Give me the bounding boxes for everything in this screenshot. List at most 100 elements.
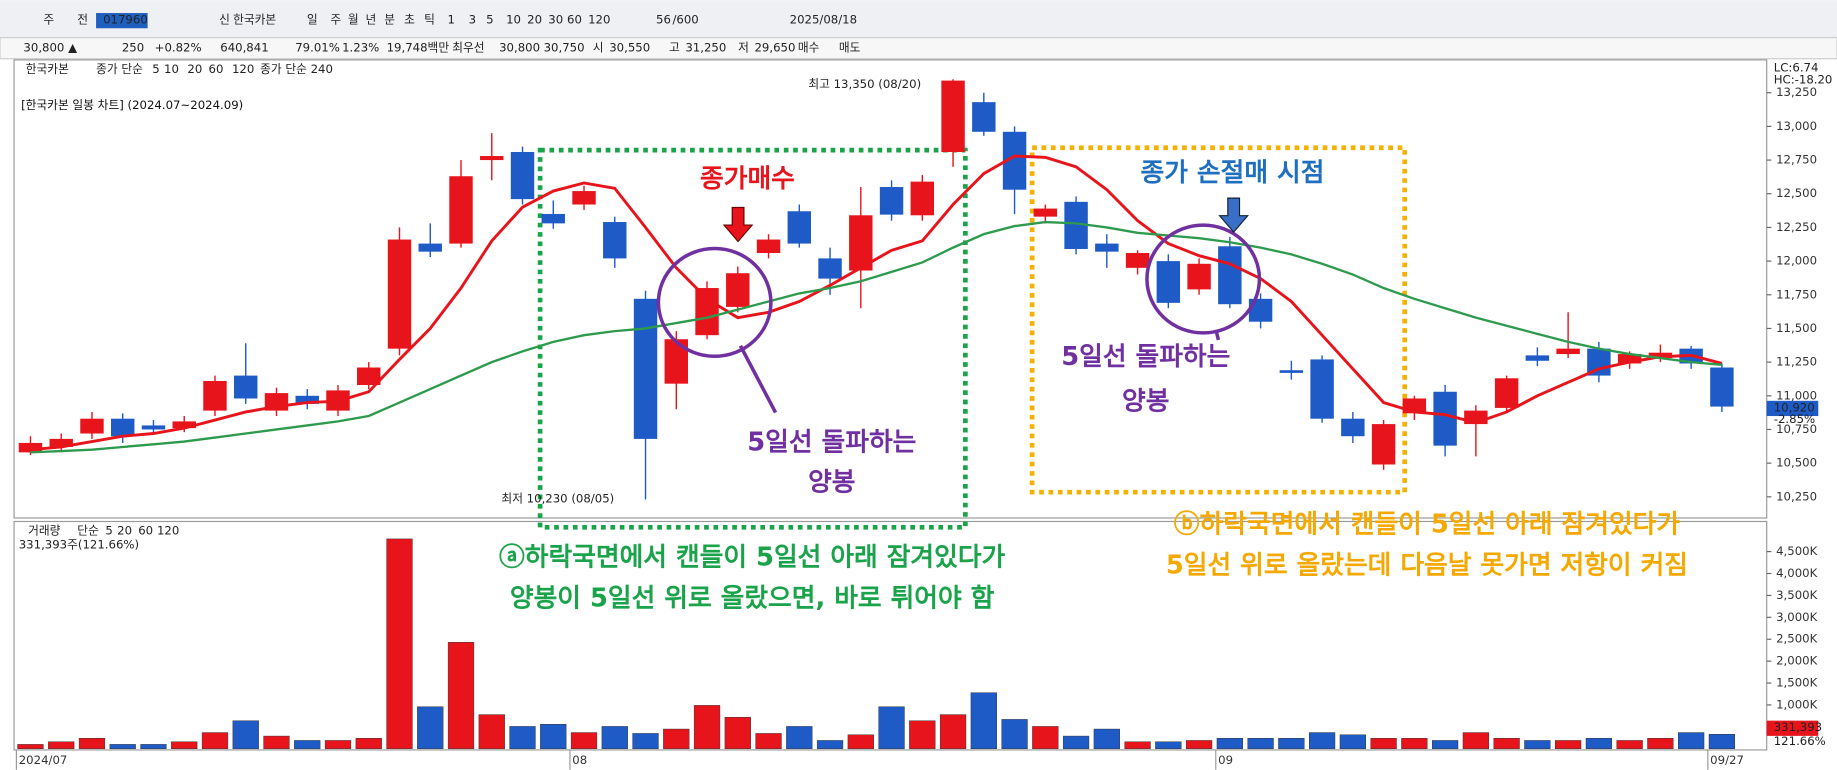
volume-bar [663,728,690,750]
volume-bar [909,720,936,750]
volume-tick-label: 1,500K [1776,676,1818,690]
quote-item: 시 [593,41,604,55]
volume-bar [355,738,382,750]
candle-body [910,181,935,216]
candle-body [295,395,319,404]
volume-bar [1616,740,1643,750]
code-box[interactable] [96,13,148,29]
toolbar-item[interactable]: 신 [219,13,230,27]
annotation: 양봉이 5일선 위로 올랐으면, 바로 튀어야 함 [510,583,995,613]
toolbar-item[interactable]: 017960 [103,13,148,27]
toolbar-item[interactable]: 60 [567,13,582,27]
y-tick-label: 12,000 [1776,254,1817,268]
candle-body [1617,354,1642,364]
quote-item[interactable]: 매도 [839,41,861,55]
highlight-circle [1145,223,1262,335]
legend-item: 종가 단순 [96,62,143,76]
volume-bar [570,732,598,750]
toolbar-item[interactable]: 일 [307,13,318,27]
quote-item: 29,650 [754,41,795,55]
volume-bar [1032,726,1059,750]
toolbar-item[interactable]: 초 [404,13,415,27]
toolbar-item[interactable]: 2025/08/18 [790,13,857,27]
volume-bar [109,744,136,750]
quote-item: 250 [122,41,144,55]
candle-body [1095,243,1119,252]
candle-body [1033,208,1058,217]
y-tick-label: 12,500 [1776,186,1817,200]
volume-bar [1216,738,1243,750]
toolbar-item[interactable]: 56 [656,13,671,27]
quote-item: 30,550 [609,41,650,55]
quote-item[interactable]: 매수 [798,41,820,55]
chart-title: [한국카본 일봉 차트] (2024.07~2024.09) [21,98,243,112]
legend-item: 20 [187,62,202,76]
annotation: ⓐ하락국면에서 캔들이 5일선 아래 잠겨있다가 [499,541,1006,572]
toolbar-item[interactable]: /600 [672,13,698,27]
side-label: 121.66% [1774,734,1826,748]
toolbar-item[interactable]: 년 [366,13,377,27]
quote-item: 79.01% [295,41,340,55]
candle-body [695,288,719,336]
volume-bar [509,726,536,750]
volume-bar [171,741,198,750]
toolbar-item[interactable]: 3 [469,13,476,27]
candle-body [1310,359,1334,419]
volume-bar [1062,735,1090,750]
candle-body [572,191,596,205]
toolbar-item[interactable]: 한국카본 [233,13,276,27]
volume-bar [1308,732,1336,750]
volume-tick-label: 4,000K [1776,566,1818,580]
arrow-buy [722,206,754,243]
toolbar-item[interactable]: 1 [448,13,455,27]
toolbar-item[interactable]: 10 [506,13,521,27]
volume-bar [78,738,106,750]
candle-body [357,367,381,386]
candle-body [1371,424,1396,465]
candle-body [449,176,473,244]
candle-body [49,438,73,447]
volume-bar [1124,741,1151,750]
volume-bar [386,538,413,750]
volume-bar [847,734,874,750]
toolbar-item[interactable]: 틱 [424,13,435,27]
toolbar-item[interactable]: 분 [384,13,395,27]
annotation: 양봉 [808,467,855,497]
toolbar [0,0,1837,38]
volume-bar [1001,719,1028,750]
pointer [738,344,778,414]
toolbar-item[interactable]: 120 [588,13,610,27]
toolbar-item[interactable]: 5 [486,13,493,27]
candle-body [1279,370,1304,373]
toolbar-item[interactable]: 전 [77,13,88,27]
volume-bar [755,733,782,750]
toolbar-item[interactable]: 30 [548,13,563,27]
side-label: -2.85% [1774,412,1815,426]
candle-body [172,421,196,429]
volume-legend-item: 60 [138,523,153,537]
volume-bar [724,716,751,750]
x-tick-label: 09 [1218,753,1233,767]
volume-bar [786,726,813,750]
volume-legend-item: 거래량 [28,523,61,537]
toolbar-item[interactable]: 20 [527,13,542,27]
quote-item: 1.23% [342,41,379,55]
x-tick-label: 09/27 [1710,753,1744,767]
x-tick-label: 08 [572,753,587,767]
pointer [1214,330,1221,341]
ma-line [30,154,1723,452]
candle-body [1125,253,1150,268]
candle-body [1556,348,1580,355]
toolbar-item[interactable]: 주 [330,13,341,27]
candle-body [849,215,873,271]
volume-bar [1555,740,1582,750]
annotation: 양봉 [1122,386,1169,416]
volume-bar [1462,732,1489,750]
volume-bar [816,740,844,750]
toolbar-item[interactable]: 월 [348,13,359,27]
volume-bar [1493,738,1520,750]
x-tick-label: 2024/07 [19,753,68,767]
toolbar-item[interactable]: 주 [43,13,54,27]
